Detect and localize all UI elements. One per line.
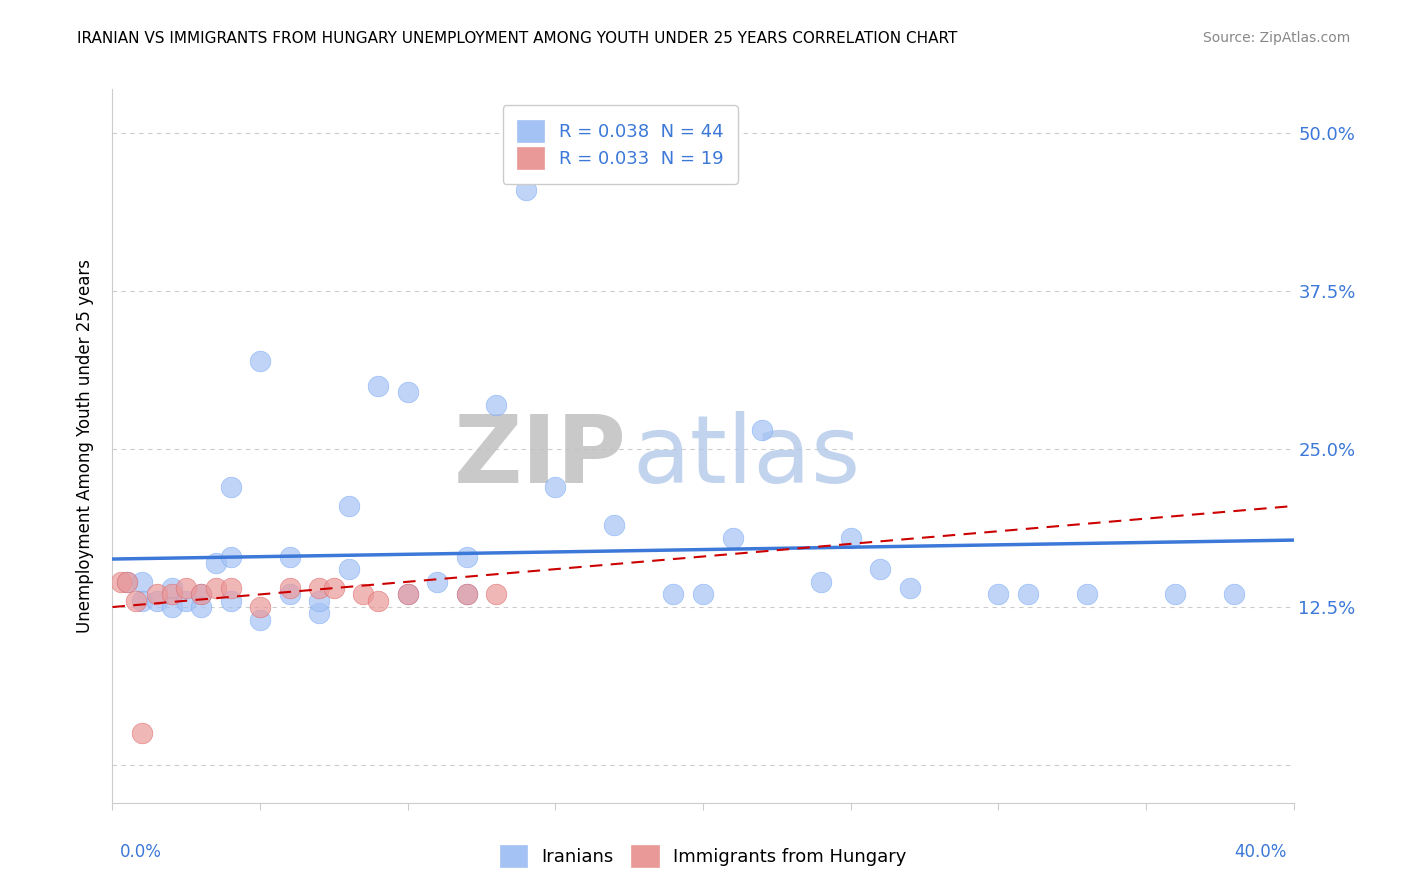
Text: 0.0%: 0.0% xyxy=(120,843,162,861)
Point xyxy=(337,499,360,513)
Point xyxy=(160,581,183,595)
Point xyxy=(219,549,242,564)
Point xyxy=(337,562,360,576)
Point xyxy=(692,587,714,601)
Point xyxy=(396,587,419,601)
Point xyxy=(485,587,508,601)
Point xyxy=(869,562,891,576)
Point xyxy=(249,600,271,615)
Point xyxy=(308,607,330,621)
Point xyxy=(367,379,389,393)
Point xyxy=(205,581,228,595)
Point xyxy=(190,600,212,615)
Point xyxy=(219,480,242,494)
Point xyxy=(396,587,419,601)
Point xyxy=(278,549,301,564)
Point xyxy=(308,581,330,595)
Y-axis label: Unemployment Among Youth under 25 years: Unemployment Among Youth under 25 years xyxy=(76,259,94,633)
Point xyxy=(131,593,153,607)
Point xyxy=(190,587,212,601)
Point xyxy=(987,587,1010,601)
Text: IRANIAN VS IMMIGRANTS FROM HUNGARY UNEMPLOYMENT AMONG YOUTH UNDER 25 YEARS CORRE: IRANIAN VS IMMIGRANTS FROM HUNGARY UNEMP… xyxy=(77,31,957,46)
Point xyxy=(117,574,138,589)
Point xyxy=(131,574,153,589)
Point xyxy=(205,556,228,570)
Point xyxy=(456,587,478,601)
Text: Source: ZipAtlas.com: Source: ZipAtlas.com xyxy=(1202,31,1350,45)
Point xyxy=(219,593,242,607)
Point xyxy=(485,398,508,412)
Point xyxy=(160,587,183,601)
Point xyxy=(249,353,271,368)
Point xyxy=(721,531,744,545)
Legend: Iranians, Immigrants from Hungary: Iranians, Immigrants from Hungary xyxy=(492,838,914,874)
Point xyxy=(1223,587,1246,601)
Point xyxy=(249,613,271,627)
Point xyxy=(544,480,567,494)
Point xyxy=(810,574,832,589)
Point xyxy=(839,531,862,545)
Point xyxy=(278,581,301,595)
Point xyxy=(190,587,212,601)
Point xyxy=(603,517,626,532)
Point xyxy=(323,581,346,595)
Point xyxy=(110,574,132,589)
Point xyxy=(278,587,301,601)
Point xyxy=(131,726,153,740)
Point xyxy=(160,600,183,615)
Text: 40.0%: 40.0% xyxy=(1234,843,1286,861)
Point xyxy=(662,587,685,601)
Point xyxy=(146,593,169,607)
Point xyxy=(146,587,169,601)
Point xyxy=(1076,587,1098,601)
Point xyxy=(515,183,537,197)
Point xyxy=(174,581,197,595)
Point xyxy=(1164,587,1187,601)
Point xyxy=(219,581,242,595)
Point xyxy=(426,574,449,589)
Point xyxy=(456,549,478,564)
Point xyxy=(367,593,389,607)
Legend: R = 0.038  N = 44, R = 0.033  N = 19: R = 0.038 N = 44, R = 0.033 N = 19 xyxy=(503,105,738,184)
Point xyxy=(396,385,419,400)
Point xyxy=(1017,587,1039,601)
Point xyxy=(751,423,773,437)
Point xyxy=(117,574,138,589)
Text: ZIP: ZIP xyxy=(453,410,626,503)
Point xyxy=(456,587,478,601)
Point xyxy=(308,593,330,607)
Point xyxy=(352,587,374,601)
Point xyxy=(125,593,148,607)
Text: atlas: atlas xyxy=(633,410,860,503)
Point xyxy=(898,581,921,595)
Point xyxy=(174,593,197,607)
